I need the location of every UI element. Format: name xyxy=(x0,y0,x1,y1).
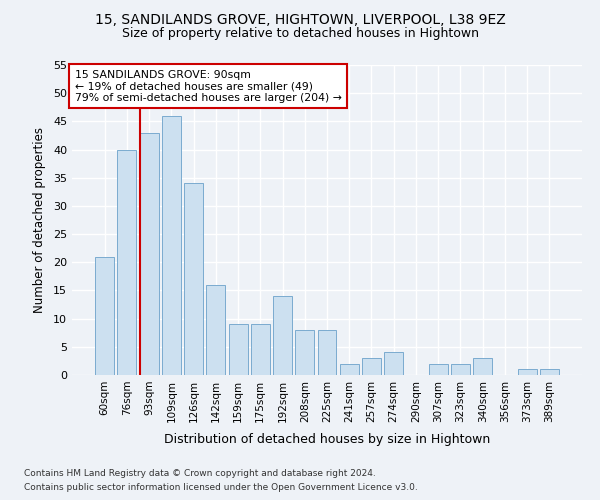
Bar xyxy=(206,285,225,375)
Text: Contains HM Land Registry data © Crown copyright and database right 2024.: Contains HM Land Registry data © Crown c… xyxy=(24,468,376,477)
Bar xyxy=(95,256,114,375)
Bar xyxy=(451,364,470,375)
Bar xyxy=(362,358,381,375)
Bar xyxy=(229,324,248,375)
X-axis label: Distribution of detached houses by size in Hightown: Distribution of detached houses by size … xyxy=(164,433,490,446)
Text: 15 SANDILANDS GROVE: 90sqm
← 19% of detached houses are smaller (49)
79% of semi: 15 SANDILANDS GROVE: 90sqm ← 19% of deta… xyxy=(74,70,341,103)
Bar xyxy=(384,352,403,375)
Y-axis label: Number of detached properties: Number of detached properties xyxy=(33,127,46,313)
Text: Size of property relative to detached houses in Hightown: Size of property relative to detached ho… xyxy=(121,28,479,40)
Bar xyxy=(317,330,337,375)
Bar xyxy=(295,330,314,375)
Text: Contains public sector information licensed under the Open Government Licence v3: Contains public sector information licen… xyxy=(24,484,418,492)
Bar xyxy=(473,358,492,375)
Bar xyxy=(140,132,158,375)
Bar xyxy=(340,364,359,375)
Bar xyxy=(273,296,292,375)
Text: 15, SANDILANDS GROVE, HIGHTOWN, LIVERPOOL, L38 9EZ: 15, SANDILANDS GROVE, HIGHTOWN, LIVERPOO… xyxy=(95,12,505,26)
Bar xyxy=(540,370,559,375)
Bar xyxy=(518,370,536,375)
Bar xyxy=(118,150,136,375)
Bar xyxy=(162,116,181,375)
Bar xyxy=(184,184,203,375)
Bar xyxy=(429,364,448,375)
Bar xyxy=(251,324,270,375)
